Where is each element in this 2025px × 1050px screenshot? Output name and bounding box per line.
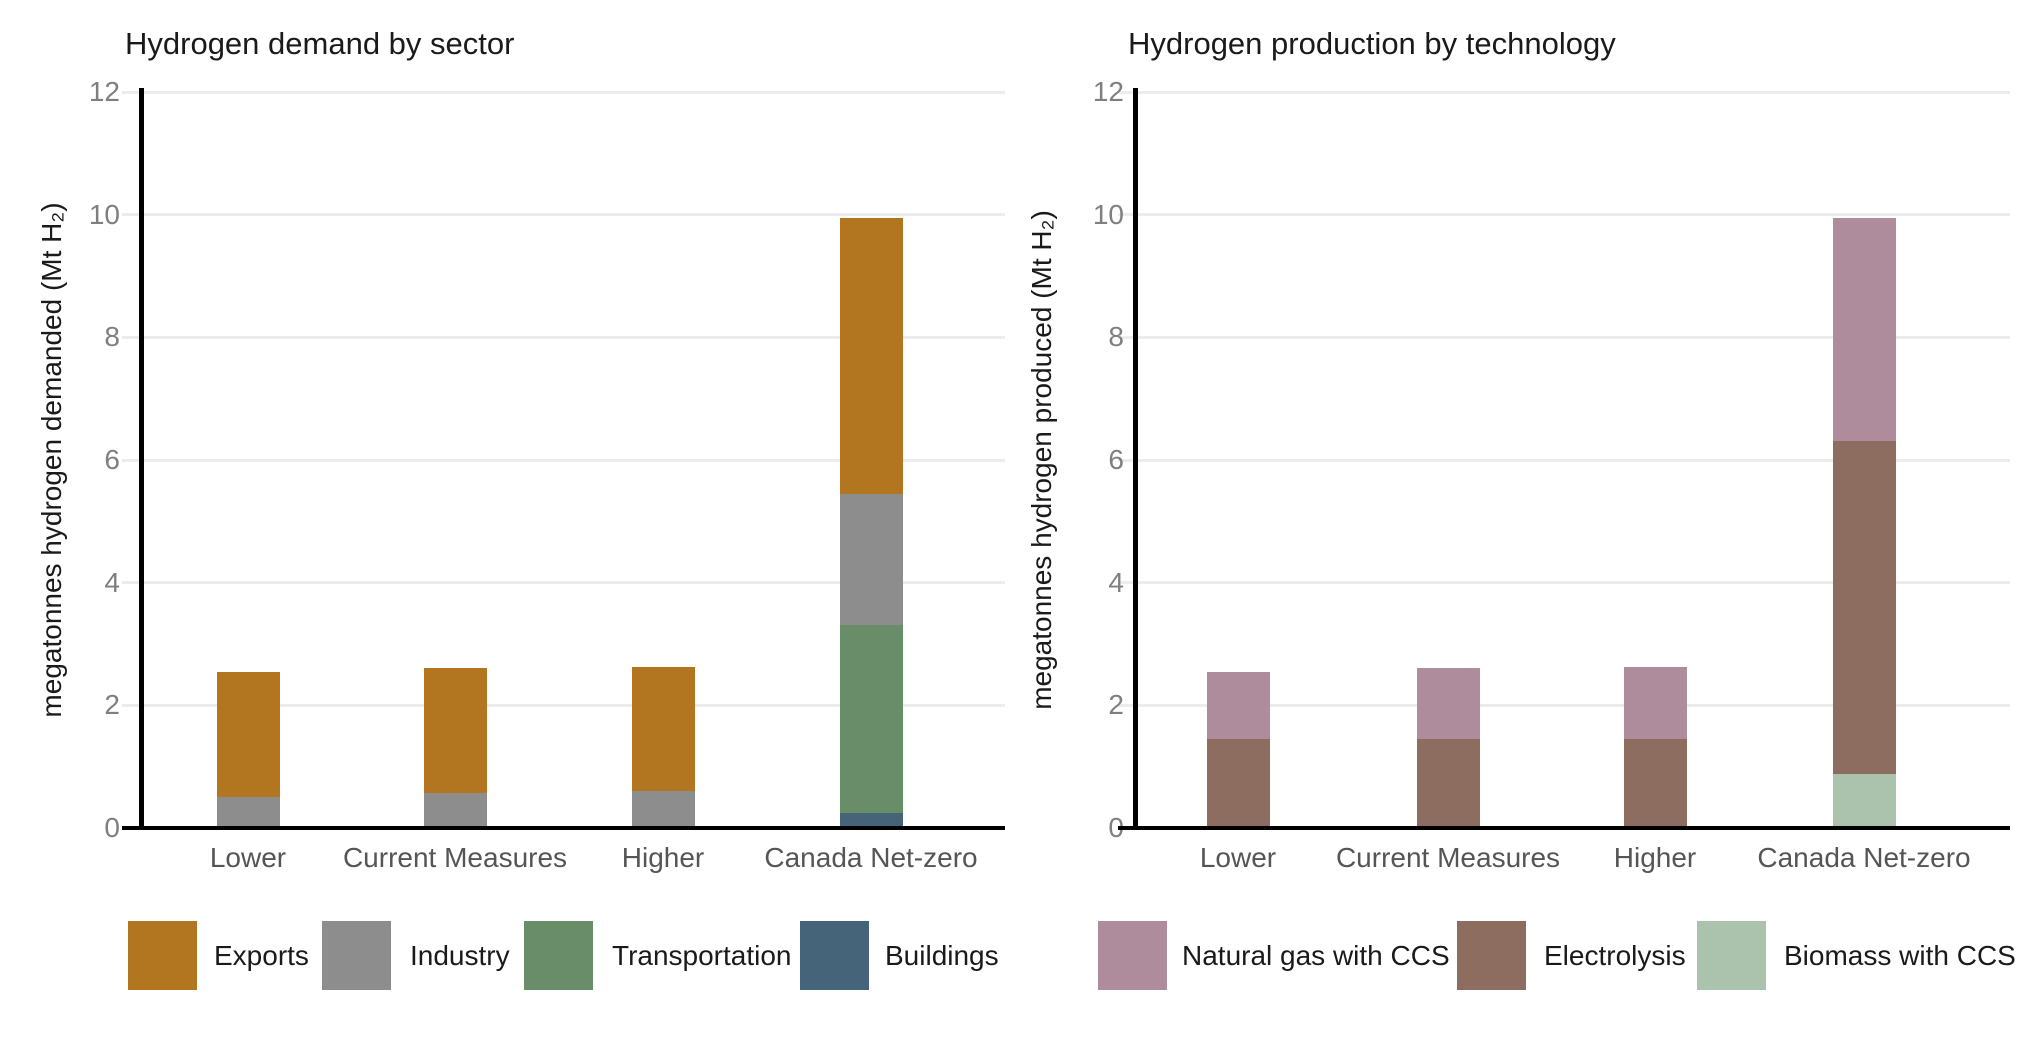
bar-segment-exports [631, 666, 695, 791]
chart-title-demand: Hydrogen demand by sector [125, 26, 515, 61]
legend-swatch-buildings [800, 921, 869, 990]
bar-segment-industry [423, 793, 487, 828]
legend-label-natural-gas-with-ccs: Natural gas with CCS [1182, 940, 1450, 971]
legend-swatch-exports [128, 921, 197, 990]
gridline [122, 703, 1005, 707]
gridline [1118, 458, 2010, 462]
y-tick-label: 6 [1108, 444, 1124, 476]
bar-segment-exports [839, 218, 903, 494]
bar-segment-electrolysis [1206, 739, 1270, 828]
legend-swatch-electrolysis [1457, 921, 1526, 990]
y-tick-label: 2 [104, 689, 120, 721]
y-tick-label: 8 [1108, 321, 1124, 353]
x-axis-line [1118, 826, 2010, 830]
legend-label-electrolysis: Electrolysis [1544, 940, 1686, 971]
bar-segment-electrolysis [1623, 739, 1687, 828]
gridline [1118, 581, 2010, 585]
gridline [122, 335, 1005, 339]
gridline [122, 581, 1005, 585]
gridline [122, 90, 1005, 94]
bar-segment-biomass-with-ccs [1832, 774, 1896, 828]
bar-segment-natural-gas-with-ccs [1416, 667, 1480, 740]
legend-label-exports: Exports [214, 940, 309, 971]
y-tick-label: 0 [104, 812, 120, 843]
legend-label-transportation: Transportation [612, 940, 792, 971]
y-axis-line [1133, 88, 1138, 830]
y-tick-label: 6 [104, 444, 120, 476]
x-tick-label-lower: Lower [209, 842, 287, 873]
x-axis-line [122, 826, 1005, 830]
y-tick-label: 10 [88, 198, 120, 230]
legend-swatch-transportation [524, 921, 593, 990]
y-tick-label: 12 [88, 76, 120, 108]
bar-segment-electrolysis [1416, 739, 1480, 828]
bar-segment-natural-gas-with-ccs [1832, 218, 1896, 441]
gridline [1118, 703, 2010, 707]
y-tick-label: 4 [104, 566, 120, 598]
x-tick-label-higher: Higher [621, 842, 705, 873]
bar-segment-exports [216, 672, 280, 797]
legend-swatch-natural-gas-with-ccs [1098, 921, 1167, 990]
legend-label-buildings: Buildings [885, 940, 999, 971]
gridline [1118, 90, 2010, 94]
y-tick-label: 12 [1092, 76, 1124, 108]
bar-segment-natural-gas-with-ccs [1623, 666, 1687, 740]
bar-segment-electrolysis [1832, 441, 1896, 775]
gridline [122, 458, 1005, 462]
legend-swatch-industry [322, 921, 391, 990]
y-tick-label: 10 [1092, 198, 1124, 230]
bar-segment-transportation [839, 624, 903, 814]
y-tick-label: 4 [1108, 566, 1124, 598]
bar-segment-natural-gas-with-ccs [1206, 672, 1270, 740]
legend-swatch-biomass-with-ccs [1697, 921, 1766, 990]
gridline [122, 213, 1005, 217]
y-tick-label: 0 [1108, 812, 1124, 843]
legend-label-industry: Industry [410, 940, 510, 971]
x-tick-label-canada-net-zero: Canada Net-zero [764, 842, 978, 873]
bar-segment-industry [631, 790, 695, 828]
x-tick-label-higher: Higher [1613, 842, 1697, 873]
x-tick-label-current-measures: Current Measures [1335, 842, 1561, 873]
gridline [1118, 335, 2010, 339]
y-tick-label: 8 [104, 321, 120, 353]
x-tick-label-canada-net-zero: Canada Net-zero [1757, 842, 1971, 873]
y-axis-line [139, 88, 144, 830]
gridline [1118, 213, 2010, 217]
bar-segment-buildings [839, 813, 903, 828]
bar-segment-exports [423, 667, 487, 794]
y-tick-label: 2 [1108, 689, 1124, 721]
bar-segment-industry [839, 493, 903, 625]
x-tick-label-current-measures: Current Measures [342, 842, 568, 873]
x-tick-label-lower: Lower [1199, 842, 1277, 873]
bar-segment-industry [216, 796, 280, 828]
chart-title-production: Hydrogen production by technology [1128, 26, 1616, 61]
legend-label-biomass-with-ccs: Biomass with CCS [1784, 940, 2016, 971]
